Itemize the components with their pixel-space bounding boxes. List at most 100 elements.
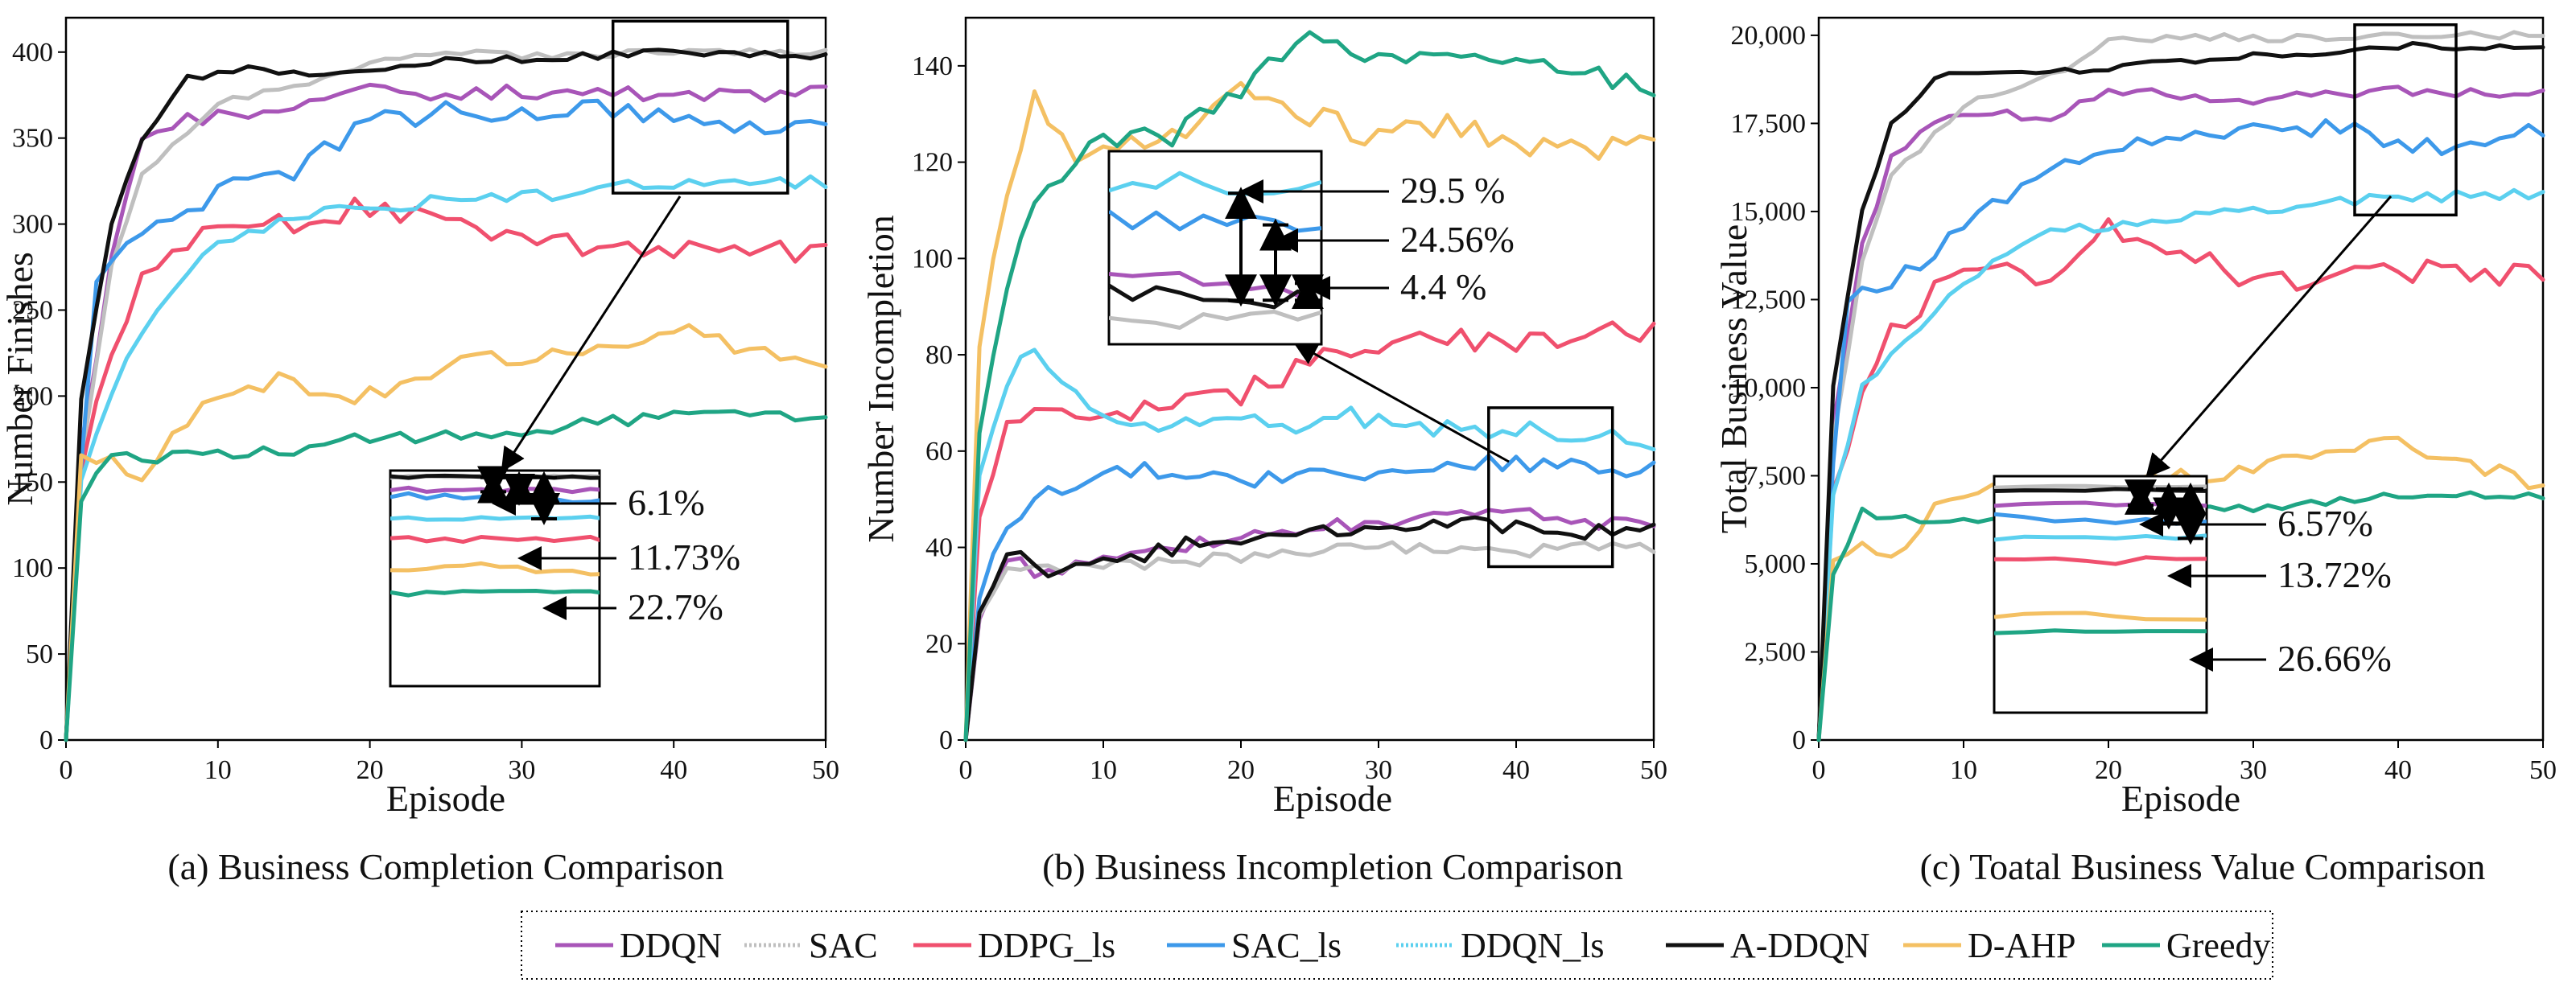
inset-series-line-ddqn-ls: [390, 514, 600, 522]
x-axis-label: Episode: [1273, 778, 1392, 819]
inset-series-line-d-ahp: [390, 561, 600, 577]
y-tick-label: 60: [925, 437, 953, 467]
series-line-ddpg-ls: [64, 196, 828, 742]
y-tick-label: 17,500: [1731, 109, 1807, 138]
y-axis-label: Number Finishes: [0, 252, 40, 506]
y-tick-label: 0: [939, 726, 953, 755]
legend-label-d-ahp: D-AHP: [1968, 926, 2075, 965]
y-tick-label: 150: [12, 467, 53, 497]
zoom-inset: 29.5 % 24.56% 4.4 %: [1107, 150, 1515, 346]
y-tick-label: 0: [39, 726, 53, 755]
legend: DDQN SAC DDPG_ls SAC_ls DDQN_ls A-DDQN D-AHP Gr…: [521, 911, 2273, 980]
series-line-d-ahp: [1816, 435, 2545, 742]
y-tick-label: 120: [912, 148, 953, 178]
x-tick-label: 50: [2529, 755, 2557, 785]
series-line-ddqn: [1816, 84, 2545, 742]
series-line-a-ddqn: [963, 515, 1656, 742]
plot-frame: [964, 16, 1655, 742]
x-tick-label: 50: [812, 755, 839, 785]
x-tick-label: 40: [660, 755, 687, 785]
zoom-inset: 6.57% 13.72% 26.66%: [1993, 475, 2392, 714]
legend-label-a-ddqn: A-DDQN: [1730, 926, 1870, 965]
x-tick-label: 30: [1365, 755, 1392, 785]
x-tick-label: 40: [1502, 755, 1530, 785]
annotation-label: 29.5 %: [1400, 170, 1505, 211]
x-tick-label: 10: [1090, 755, 1117, 785]
x-tick-label: 50: [1640, 755, 1667, 785]
series-line-sac: [963, 540, 1656, 742]
y-tick-label: 200: [12, 381, 53, 411]
series-line-ddqn: [963, 507, 1656, 742]
legend-label-sac: SAC: [809, 926, 878, 965]
annotation-label: 6.57%: [2277, 503, 2373, 544]
panel-caption: (c) Toatal Business Value Comparison: [1920, 846, 2486, 887]
y-tick-label: 7,500: [1745, 461, 1807, 491]
annotation-label: 4.4 %: [1400, 266, 1486, 307]
series-line-d-ahp: [64, 323, 828, 742]
inset-series-line-d-ahp: [1994, 611, 2207, 622]
panel-total-business-value: 0 2,500 5,000 7,500 10,000 12,500 15,000 17,500…: [1713, 16, 2557, 887]
plot-frame: [1817, 16, 2545, 742]
series-line-sac-ls: [1816, 118, 2545, 742]
y-tick-label: 10,000: [1731, 373, 1807, 403]
series-line-ddqn: [64, 82, 828, 742]
y-tick-label: 50: [26, 639, 53, 669]
y-tick-label: 100: [912, 244, 953, 273]
annotation-label: 13.72%: [2277, 554, 2392, 595]
y-tick-label: 400: [12, 38, 53, 68]
legend-label-ddpg-ls: DDPG_ls: [978, 926, 1115, 965]
inset-series-line-sac: [1109, 310, 1321, 330]
series-line-ddpg-ls: [963, 320, 1656, 742]
zoom-connector-arrow: [2145, 195, 2393, 479]
x-tick-label: 20: [2095, 755, 2122, 785]
inset-series-line-ddpg-ls: [1994, 555, 2207, 566]
annotation-label: 24.56%: [1400, 219, 1515, 260]
inset-series-line-ddpg-ls: [390, 534, 600, 545]
y-tick-label: 100: [12, 553, 53, 583]
series-line-greedy: [963, 30, 1656, 742]
y-tick-label: 300: [12, 210, 53, 240]
zoom-window: [611, 19, 789, 195]
legend-label-sac-ls: SAC_ls: [1231, 926, 1342, 965]
legend-label-ddqn: DDQN: [620, 926, 722, 965]
series-line-ddqn-ls: [1816, 187, 2545, 742]
series-line-a-ddqn: [64, 47, 828, 742]
x-tick-label: 20: [1227, 755, 1255, 785]
annotation-label: 26.66%: [2277, 638, 2392, 679]
series-line-ddpg-ls: [1816, 217, 2545, 742]
inset-series-line-ddqn: [1994, 500, 2207, 508]
x-tick-label: 0: [60, 755, 73, 785]
legend-label-greedy: Greedy: [2166, 926, 2271, 965]
panel-business-incompletion: 0 20 40 60 80 100 120 140 0 10 20 30 40 50 Episode Numb…: [860, 16, 1667, 887]
y-tick-label: 20: [925, 629, 953, 659]
y-tick-label: 20,000: [1731, 21, 1807, 51]
x-axis-label: Episode: [2121, 778, 2240, 819]
x-tick-label: 20: [357, 755, 384, 785]
panel-business-completion: 0 50 100 150 200 250 300 350 400 0 10 20 30 40 50 Episo…: [0, 16, 839, 887]
y-tick-label: 12,500: [1731, 285, 1807, 315]
y-axis-label: Total Business Value: [1713, 224, 1754, 533]
inset-series-line-ddqn-ls: [1994, 533, 2207, 542]
x-axis-label: Episode: [386, 778, 505, 819]
y-tick-label: 80: [925, 340, 953, 370]
x-tick-label: 0: [1812, 755, 1826, 785]
y-tick-label: 40: [925, 533, 953, 563]
annotation-label: 11.73%: [628, 537, 740, 578]
zoom-inset: 6.1% 11.73% 22.7%: [389, 466, 740, 688]
series-line-ddqn-ls: [64, 174, 828, 742]
y-tick-label: 250: [12, 295, 53, 325]
x-tick-label: 0: [959, 755, 973, 785]
y-tick-label: 5,000: [1745, 549, 1807, 579]
y-tick-label: 140: [912, 51, 953, 81]
annotation-label: 22.7%: [628, 586, 723, 627]
zoom-connector-arrow: [1292, 342, 1510, 463]
series-line-a-ddqn: [1816, 41, 2545, 742]
inset-series-line-greedy: [390, 589, 600, 598]
y-tick-label: 15,000: [1731, 197, 1807, 227]
y-tick-label: 0: [1792, 726, 1806, 755]
x-tick-label: 30: [2240, 755, 2267, 785]
series-line-sac: [1816, 30, 2545, 742]
zoom-inset-frame: [1993, 475, 2208, 714]
y-axis-label: Number Incompletion: [860, 215, 901, 543]
inset-series-line-greedy: [1994, 628, 2207, 635]
